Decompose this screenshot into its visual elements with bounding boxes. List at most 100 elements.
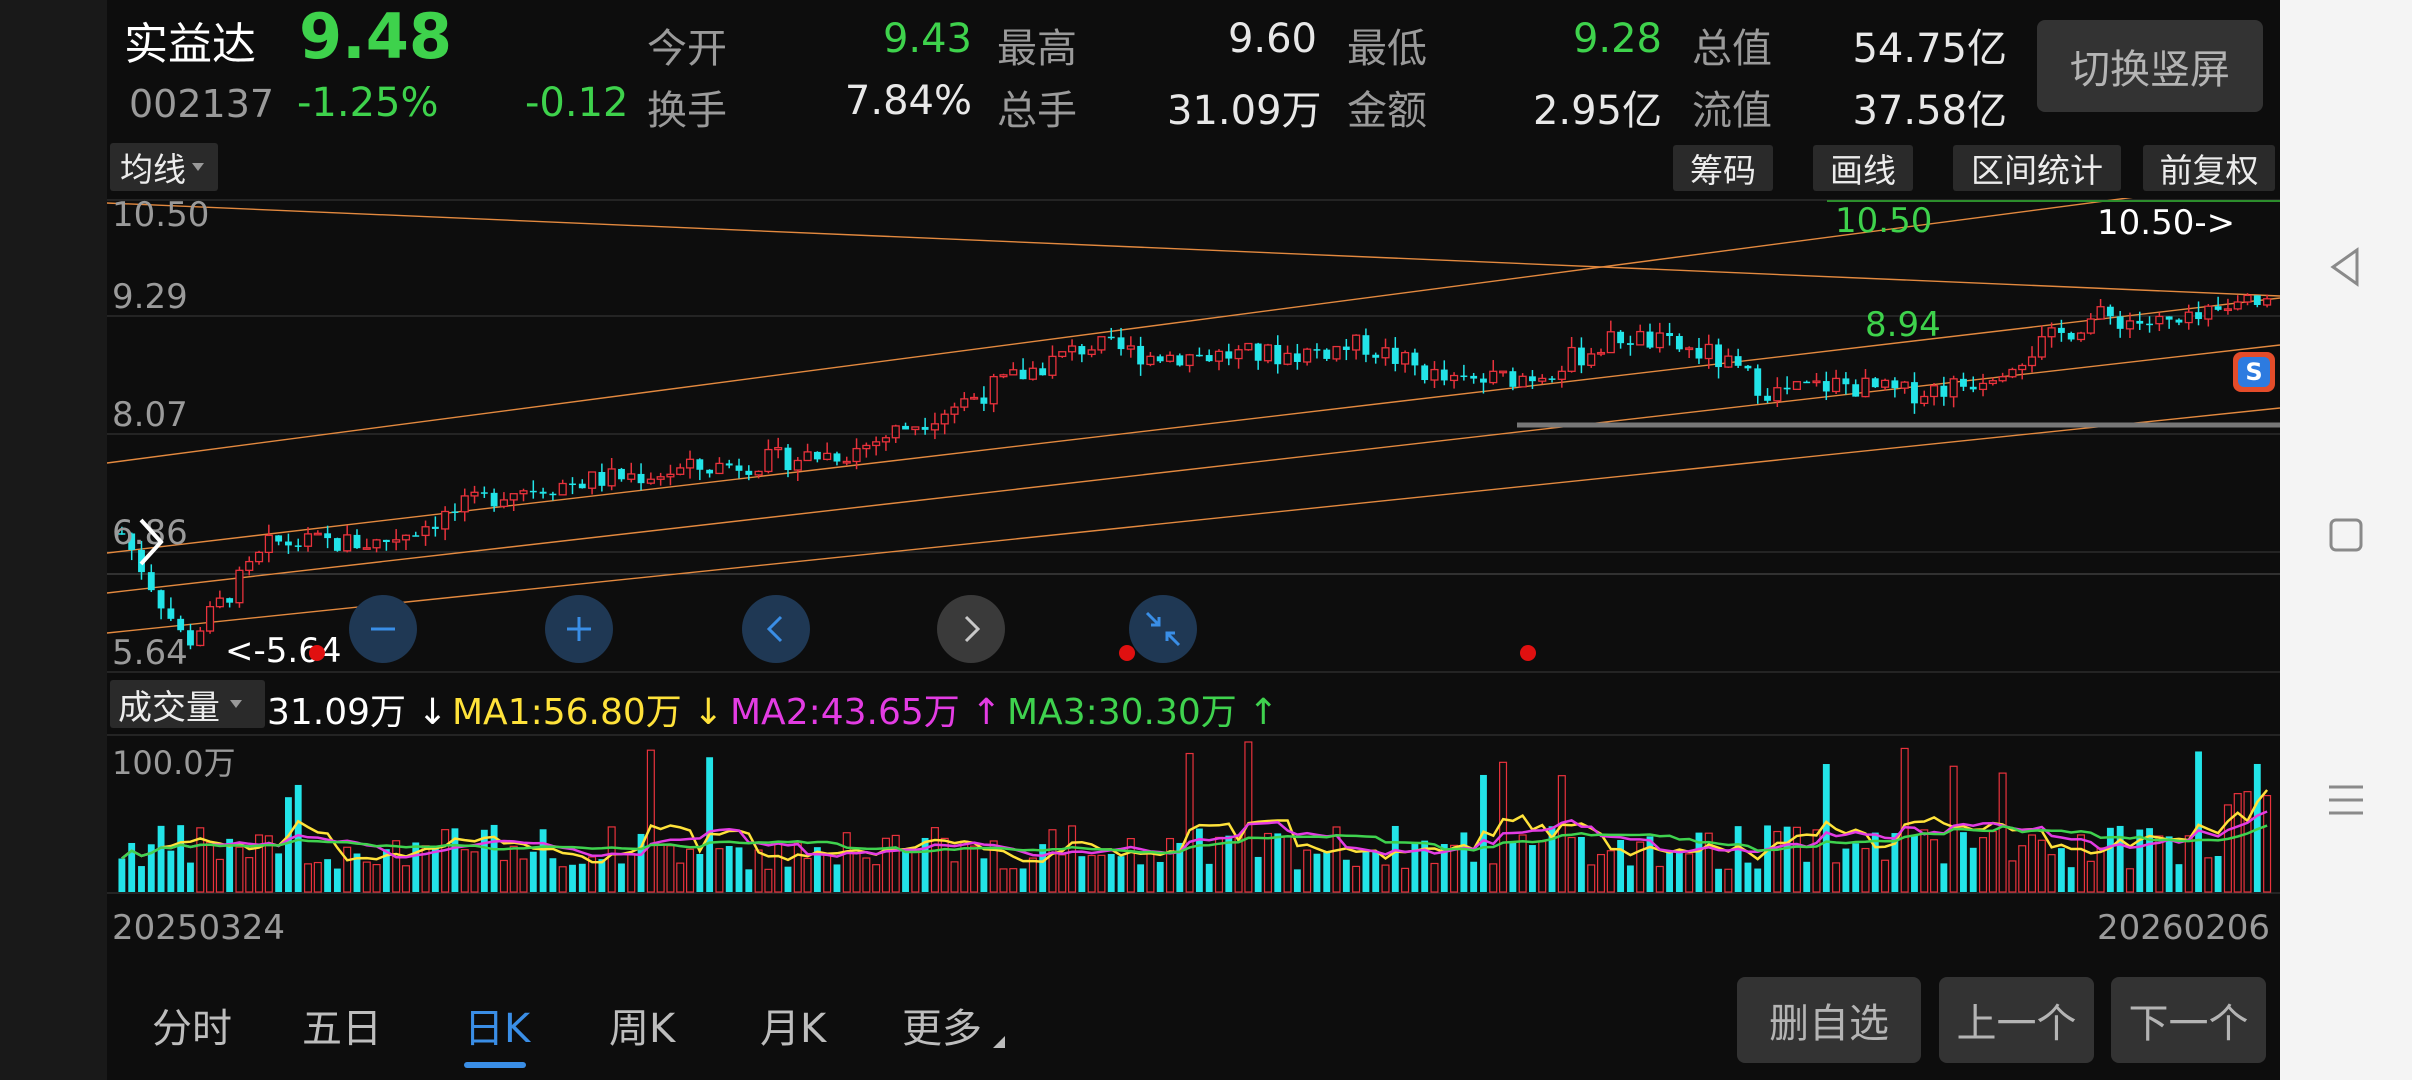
volume-bar — [598, 859, 606, 892]
stock-s-badge-icon[interactable]: S — [2233, 352, 2275, 392]
candle-body — [480, 492, 488, 494]
next-stock-button[interactable]: 下一个 — [2111, 977, 2266, 1063]
chips-button[interactable]: 筹码 — [1673, 145, 1773, 191]
volume-bar — [1988, 830, 1997, 893]
candle-body — [1636, 330, 1645, 346]
pan-left-icon[interactable] — [742, 595, 810, 663]
low-value: 9.28 — [1572, 16, 1662, 62]
volume-bar — [607, 826, 616, 893]
volume-bar — [549, 858, 557, 892]
volume-bar — [1724, 868, 1733, 893]
candle-body — [1842, 378, 1850, 385]
volume-bar — [745, 869, 753, 892]
remove-watchlist-button[interactable]: 删自选 — [1737, 977, 1921, 1063]
volume-bar — [2027, 834, 2037, 893]
stock-code: 002137 — [129, 82, 275, 126]
candle-body — [392, 539, 401, 543]
expand-arrow-icon[interactable] — [129, 510, 173, 574]
volume-current-arrow: ↓ — [417, 692, 448, 733]
tab-intraday[interactable]: 分时 — [152, 1006, 232, 1052]
tab-five-day[interactable]: 五日 — [302, 1006, 382, 1052]
zoom-in-icon[interactable] — [545, 595, 613, 663]
candle-body — [1195, 354, 1203, 357]
volume-bar — [470, 851, 479, 893]
draw-line-button[interactable]: 画线 — [1813, 145, 1913, 191]
candle-body — [1078, 346, 1086, 355]
low-label: 最低 — [1347, 26, 1427, 72]
home-icon[interactable] — [2280, 490, 2412, 580]
volume-bar — [1655, 865, 1664, 893]
volume-dropdown[interactable]: 成交量 — [110, 680, 265, 728]
tab-weekly-k[interactable]: 周K — [609, 1006, 676, 1052]
change-percent: -1.25% — [297, 80, 439, 126]
candle-body — [1529, 376, 1536, 382]
zoom-out-icon[interactable] — [349, 595, 417, 663]
volume-bar — [118, 858, 126, 892]
volume-bar — [147, 844, 155, 892]
switch-orientation-button[interactable]: 切换竖屏 — [2037, 20, 2263, 112]
candle-body — [1489, 370, 1498, 384]
volume-bar — [2195, 751, 2202, 892]
volume-bar — [637, 833, 645, 892]
volume-dropdown-label: 成交量 — [118, 687, 220, 728]
volume-bar — [1165, 837, 1175, 893]
pan-right-icon[interactable] — [937, 595, 1005, 663]
volume-bar — [1666, 852, 1674, 892]
back-icon[interactable] — [2280, 222, 2412, 312]
volume-ma1: MA1:56.80万 ↓ — [452, 683, 723, 735]
candle-body — [666, 473, 675, 478]
volume-bar — [1891, 833, 1899, 892]
previous-stock-button[interactable]: 上一个 — [1939, 977, 2094, 1063]
candle-body — [372, 539, 381, 549]
candle-body — [1048, 355, 1057, 376]
high-price-label: 10.50 — [1835, 201, 1932, 241]
candle-body — [1087, 349, 1096, 356]
volume-bar — [1606, 850, 1615, 893]
volume-bar — [1920, 829, 1929, 893]
high-arrow-label: 10.50-> — [2097, 203, 2235, 243]
volume-bar — [226, 838, 234, 892]
open-value: 9.43 — [882, 16, 972, 62]
volume-bar — [480, 829, 488, 892]
candle-body — [1606, 331, 1615, 354]
volume-ma2-value: MA2:43.65万 — [730, 692, 960, 733]
price-chart[interactable]: 10.50 9.29 8.07 6.86 5.64 10.50 10.50-> … — [107, 198, 2280, 674]
candle-body — [2184, 311, 2193, 324]
candle-body — [2047, 327, 2056, 338]
signal-dot — [309, 645, 325, 661]
volume-bar — [1930, 839, 1939, 893]
candle-body — [275, 535, 283, 542]
volume-bar — [1263, 832, 1272, 893]
menu-icon[interactable] — [2280, 755, 2412, 845]
tab-daily-k[interactable]: 日K — [464, 1006, 531, 1052]
volume-bar — [1254, 856, 1262, 892]
candle-body — [2027, 356, 2037, 367]
volume-bar — [1381, 864, 1390, 893]
reset-zoom-icon[interactable] — [1129, 595, 1197, 663]
volume-chart[interactable]: 100.0万 — [107, 734, 2280, 894]
candle-body — [569, 483, 576, 486]
candle-body — [1988, 380, 1997, 385]
volume-bar — [666, 845, 675, 893]
range-stats-button[interactable]: 区间统计 — [1953, 145, 2121, 191]
candle-body — [412, 535, 420, 537]
chevron-down-icon — [230, 700, 242, 708]
volume-bar — [1156, 861, 1164, 892]
candle-body — [529, 490, 537, 493]
tab-more[interactable]: 更多 — [902, 996, 982, 1054]
volume-bar — [803, 857, 812, 893]
ma-dropdown[interactable]: 均线 — [110, 143, 218, 191]
candle-body — [1567, 346, 1576, 372]
volume-bar — [490, 824, 498, 892]
candle-body — [676, 467, 685, 475]
volume-bar — [1019, 868, 1027, 892]
candle-body — [353, 534, 361, 549]
candle-body — [725, 463, 733, 466]
candle-body — [1675, 336, 1683, 350]
candle-body — [646, 478, 655, 484]
price-adjust-button[interactable]: 前复权 — [2143, 145, 2275, 191]
candle-body — [1960, 378, 1967, 387]
candle-body — [823, 452, 832, 461]
volume-bar — [451, 828, 459, 892]
tab-monthly-k[interactable]: 月K — [760, 1006, 827, 1052]
